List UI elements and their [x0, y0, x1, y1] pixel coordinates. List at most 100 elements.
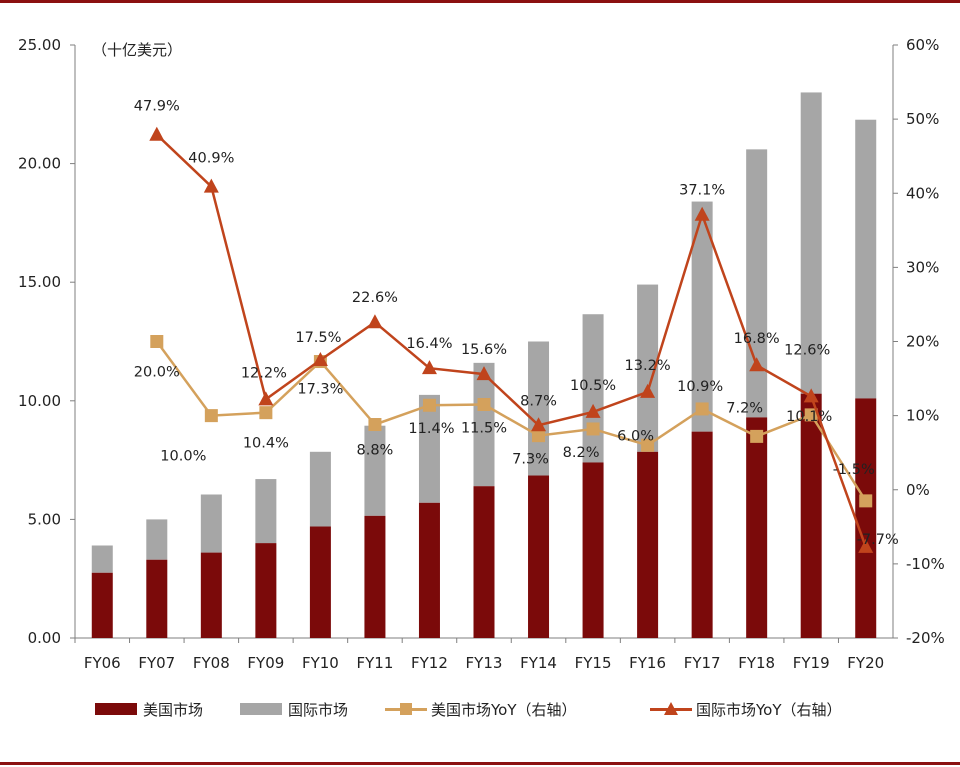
us-yoy-data-label: 6.0% — [617, 428, 654, 444]
intl-yoy-data-label: 15.6% — [461, 342, 507, 358]
intl-yoy-data-label: 22.6% — [352, 290, 398, 306]
intl-yoy-data-label: 8.7% — [520, 393, 557, 409]
us-yoy-data-label: 7.3% — [512, 452, 549, 468]
us-yoy-data-label: 10.0% — [160, 449, 206, 465]
intl-market-bar — [691, 201, 713, 432]
yoy-lines — [149, 126, 874, 553]
intl-yoy-marker — [531, 417, 547, 432]
intl-market-bar — [746, 149, 768, 418]
us-yoy-data-label: -1.5% — [833, 462, 875, 478]
intl-yoy-data-label: 10.5% — [570, 378, 616, 394]
us-yoy-data-label: 11.5% — [461, 421, 507, 437]
us-market-bar — [800, 393, 822, 638]
intl-yoy-marker — [149, 126, 165, 141]
intl-market-bar — [418, 394, 440, 503]
us-market-bar — [309, 526, 331, 638]
x-tick-label: FY07 — [138, 654, 175, 672]
left-tick-label: 15.00 — [18, 273, 61, 291]
x-tick-label: FY15 — [575, 654, 612, 672]
intl-yoy-data-label: 12.6% — [784, 342, 830, 358]
us-market-bar — [200, 552, 222, 638]
us-market-bar — [91, 572, 113, 638]
us-market-bar — [255, 543, 277, 638]
x-tick-label: FY12 — [411, 654, 448, 672]
intl-yoy-data-label: 37.1% — [679, 183, 725, 199]
x-tick-label: FY20 — [847, 654, 884, 672]
x-tick-label: FY10 — [302, 654, 339, 672]
us-yoy-marker — [422, 398, 436, 412]
legend: 美国市场 国际市场 美国市场YoY（右轴） 国际市场YoY（右轴） — [95, 696, 955, 722]
us-yoy-marker — [859, 494, 873, 508]
us-yoy-marker — [695, 402, 709, 416]
left-tick-label: 0.00 — [28, 629, 61, 647]
right-tick-label: 10% — [906, 407, 939, 425]
chart-area: 0.00 5.00 10.00 15.00 20.00 25.00 -20% -10% 0% 10… — [18, 36, 945, 672]
intl-yoy-data-label: 17.5% — [295, 330, 341, 346]
us-yoy-marker — [477, 398, 491, 412]
us-yoy-data-label: 7.2% — [726, 400, 763, 416]
legend-label-us-market: 美国市场 — [143, 700, 204, 719]
us-yoy-marker — [368, 418, 382, 432]
intl-yoy-marker — [749, 357, 765, 372]
intl-yoy-data-label: 40.9% — [188, 151, 234, 167]
intl-yoy-marker — [858, 538, 874, 553]
right-tick-label: -10% — [906, 555, 945, 573]
us-yoy-data-label: 10.9% — [677, 379, 723, 395]
right-tick-label: 30% — [906, 258, 939, 276]
intl-yoy-data-label: 16.4% — [406, 336, 452, 352]
x-tick-label: FY08 — [193, 654, 230, 672]
intl-yoy-data-label: 47.9% — [134, 99, 180, 115]
us-yoy-marker — [750, 429, 764, 443]
legend-item-intl-yoy: 国际市场YoY（右轴） — [650, 696, 842, 722]
x-tick-label: FY06 — [84, 654, 121, 672]
us-yoy-marker — [204, 409, 218, 423]
us-yoy-data-label: 17.3% — [297, 382, 343, 398]
intl-yoy-swatch — [650, 702, 692, 716]
legend-label-us-yoy: 美国市场YoY（右轴） — [431, 700, 577, 719]
right-tick-label: 40% — [906, 184, 939, 202]
us-market-bar — [528, 475, 550, 638]
x-tick-label: FY16 — [629, 654, 666, 672]
intl-yoy-data-label: -7.7% — [857, 532, 899, 548]
unit-label: （十亿美元） — [92, 41, 182, 59]
x-tick-label: FY18 — [738, 654, 775, 672]
intl-yoy-marker — [203, 178, 219, 193]
us-yoy-marker — [641, 438, 655, 452]
us-yoy-line — [155, 340, 867, 502]
us-yoy-data-label: 11.4% — [408, 421, 454, 437]
intl-market-swatch — [240, 703, 282, 715]
intl-market-bar — [855, 119, 877, 399]
intl-yoy-marker — [476, 366, 492, 381]
intl-yoy-marker — [803, 388, 819, 403]
us-yoy-data-label: 8.8% — [357, 443, 394, 459]
intl-yoy-marker — [694, 206, 710, 221]
us-yoy-data-label: 10.1% — [786, 409, 832, 425]
intl-yoy-data-label: 12.2% — [241, 365, 287, 381]
x-tick-label: FY19 — [793, 654, 830, 672]
intl-market-bar — [255, 479, 277, 544]
us-yoy-marker — [259, 406, 273, 420]
left-tick-label: 20.00 — [18, 155, 61, 173]
axes: 0.00 5.00 10.00 15.00 20.00 25.00 -20% -10% 0% 10… — [18, 36, 945, 672]
intl-yoy-marker — [640, 383, 656, 398]
top-border — [0, 0, 960, 3]
us-market-bar — [473, 486, 495, 638]
us-market-bar — [582, 462, 604, 638]
us-yoy-swatch — [385, 702, 427, 716]
us-yoy-marker — [150, 335, 164, 348]
legend-label-intl-market: 国际市场 — [288, 700, 349, 719]
intl-yoy-line — [155, 133, 867, 548]
right-tick-label: 50% — [906, 110, 939, 128]
left-tick-label: 25.00 — [18, 36, 61, 54]
intl-yoy-marker — [312, 352, 328, 367]
us-market-bar — [364, 515, 386, 638]
left-tick-label: 10.00 — [18, 392, 61, 410]
us-market-bar — [637, 451, 659, 638]
us-yoy-marker — [804, 408, 818, 422]
legend-label-intl-yoy: 国际市场YoY（右轴） — [696, 700, 842, 719]
us-yoy-data-label: 20.0% — [134, 365, 180, 381]
us-market-bar — [691, 431, 713, 638]
bars — [91, 92, 877, 638]
intl-market-bar — [146, 519, 168, 560]
us-market-swatch — [95, 703, 137, 715]
